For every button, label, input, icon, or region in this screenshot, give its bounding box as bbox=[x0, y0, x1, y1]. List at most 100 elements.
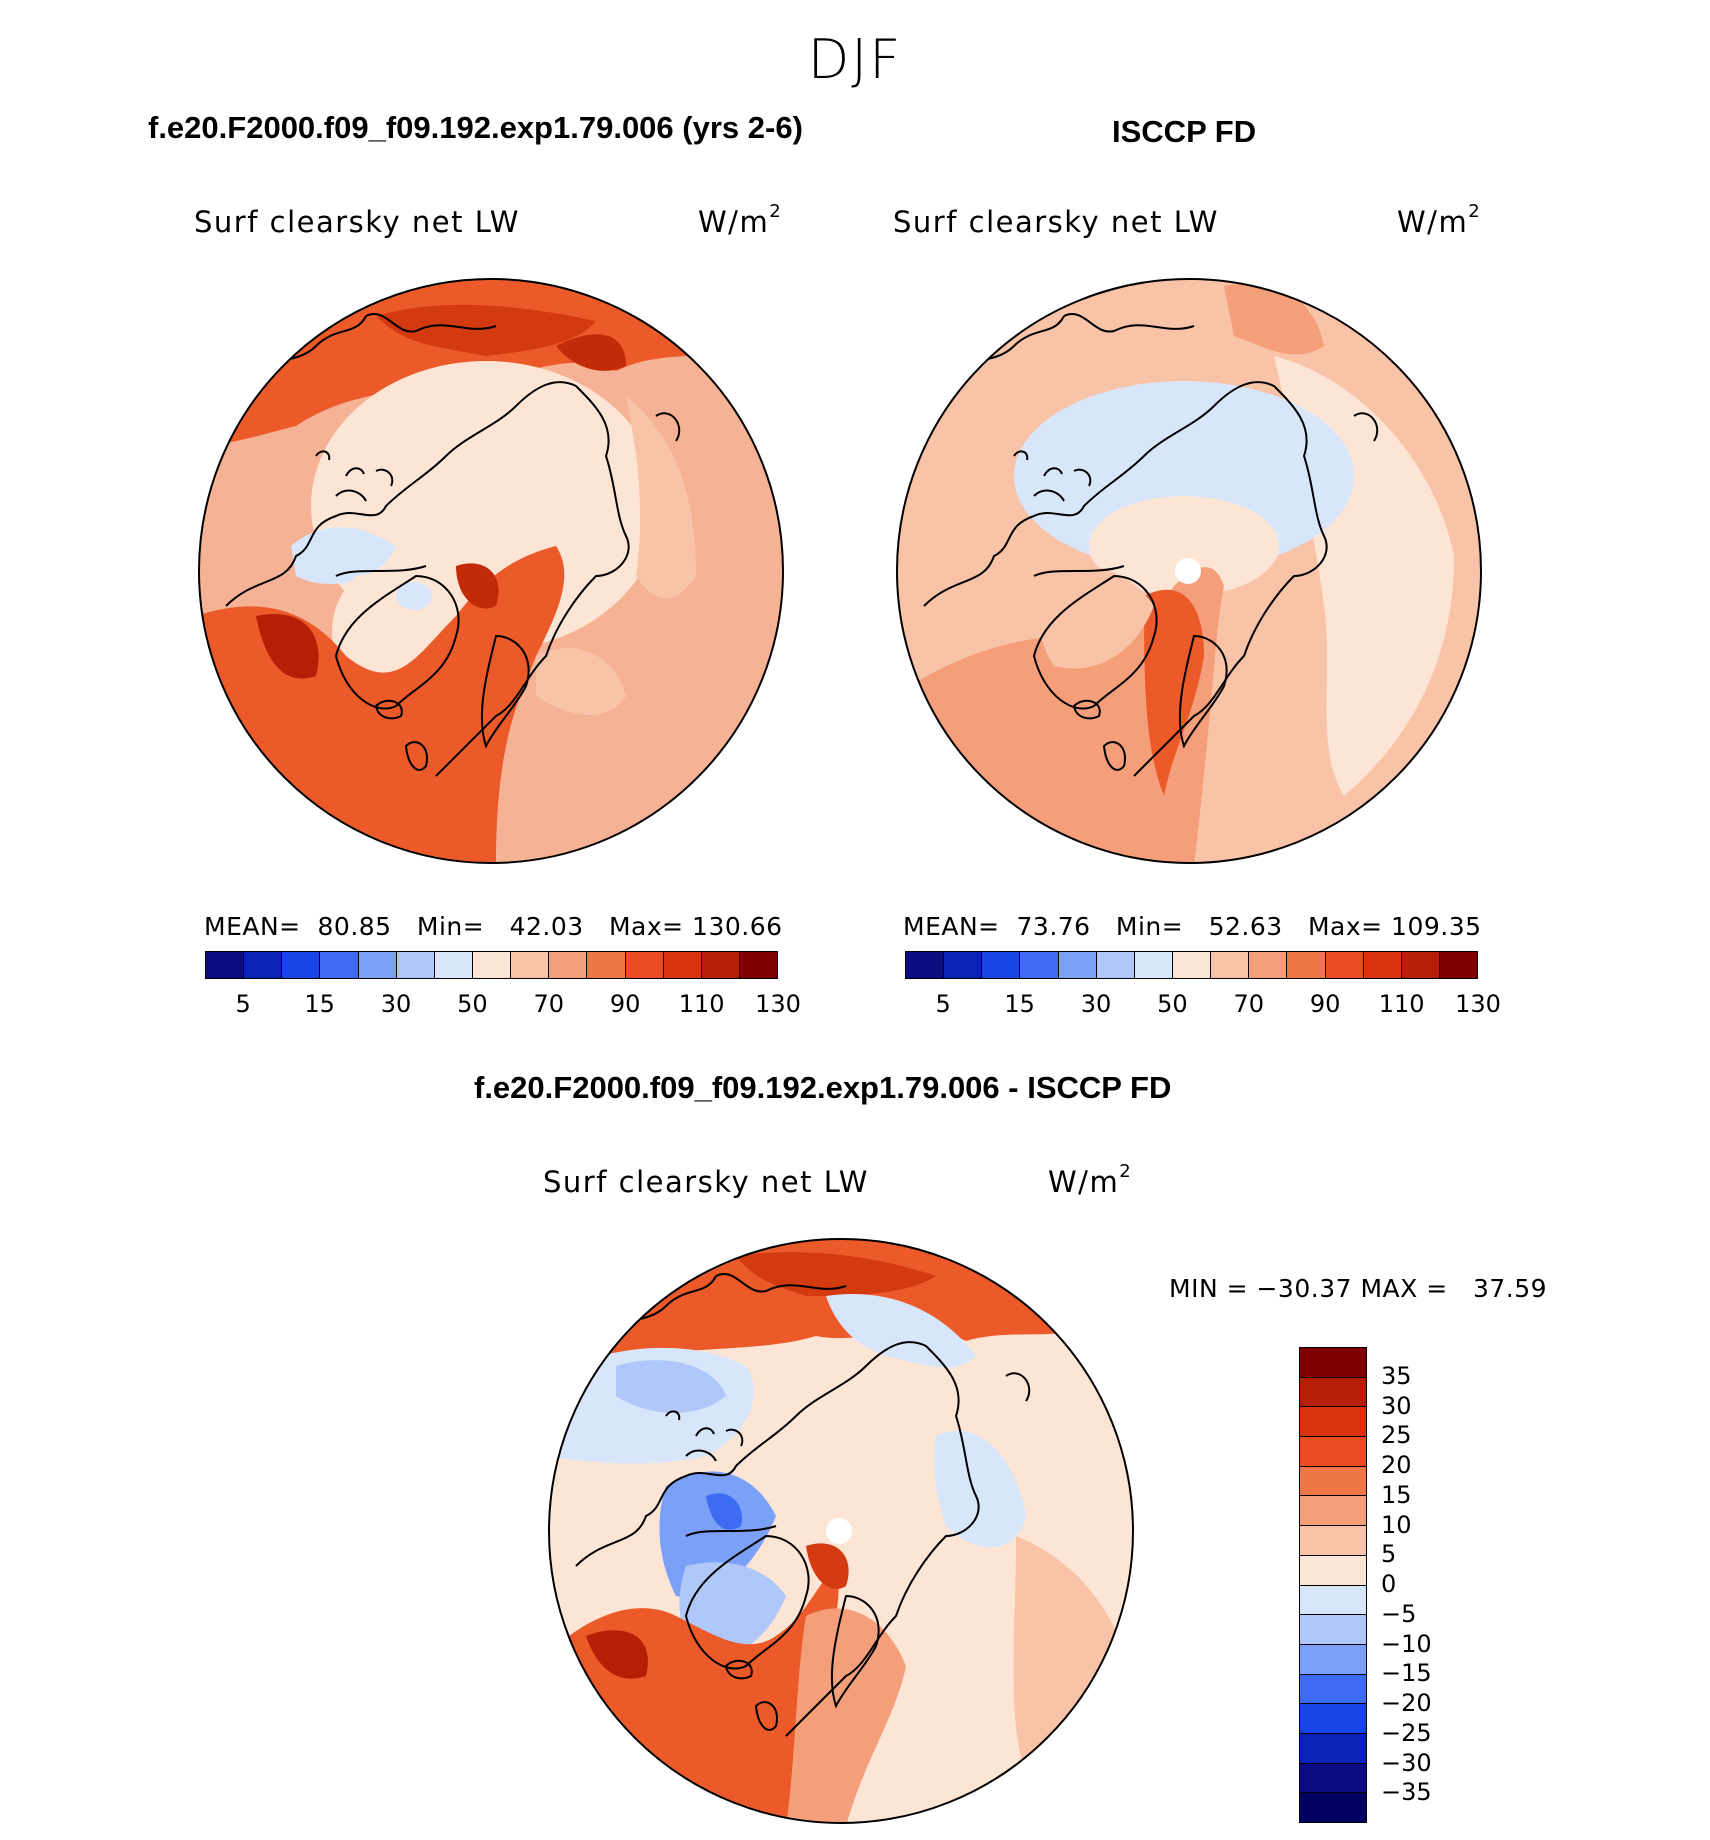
colorbar-tick-label: 0 bbox=[1381, 1570, 1397, 1598]
canada-arctic-cold bbox=[291, 527, 396, 585]
obs-variable-label: Surf clearsky net LW bbox=[893, 205, 1219, 239]
obs-colorbar bbox=[905, 951, 1478, 979]
colorbar-tick-label: −20 bbox=[1381, 1689, 1432, 1717]
diff-colorbar bbox=[1299, 1347, 1367, 1823]
nordic-warm-core bbox=[1144, 589, 1204, 796]
diff-units-label: W/m2 bbox=[1048, 1161, 1133, 1199]
model-colorbar-ticks: 5 15 30 50 70 90 110 130 bbox=[205, 990, 801, 1020]
coastline-north-america bbox=[225, 405, 517, 607]
east-cold-band bbox=[934, 1430, 1026, 1548]
colorbar-box bbox=[434, 952, 473, 978]
coastline-eurasia bbox=[1133, 381, 1328, 777]
colorbar-tick-label: 30 bbox=[1381, 1391, 1412, 1420]
colorbar-box bbox=[320, 952, 359, 978]
colorbar-box bbox=[625, 952, 664, 978]
colorbar-tick-label: −30 bbox=[1381, 1748, 1432, 1777]
colorbar-tick-label: 90 bbox=[609, 990, 641, 1018]
model-colorbar bbox=[205, 951, 778, 979]
coastline-greenland bbox=[334, 574, 460, 710]
pacific-light-band bbox=[626, 396, 696, 599]
model-polar-map bbox=[198, 278, 784, 864]
coastline-archipelago bbox=[665, 1410, 744, 1462]
coastline-greenland bbox=[1032, 574, 1158, 710]
nordic-warm bbox=[806, 1543, 849, 1590]
colorbar-box bbox=[282, 952, 321, 978]
colorbar-box bbox=[1300, 1644, 1366, 1675]
colorbar-tick-label: −5 bbox=[1381, 1599, 1417, 1628]
eurasia-mid bbox=[536, 648, 626, 715]
colorbar-box bbox=[1363, 952, 1402, 978]
colorbar-box bbox=[1300, 1704, 1366, 1734]
colorbar-box bbox=[982, 952, 1021, 978]
coastline-caspian bbox=[655, 412, 681, 442]
diff-polar-map bbox=[548, 1238, 1134, 1824]
colorbar-box bbox=[549, 952, 588, 978]
colorbar-box bbox=[244, 952, 283, 978]
colorbar-tick-label: 15 bbox=[304, 990, 335, 1018]
model-case-title: f.e20.F2000.f09_f09.192.exp1.79.006 (yrs… bbox=[148, 110, 803, 145]
canada-cold-core bbox=[616, 1360, 726, 1413]
coastline-north-america bbox=[575, 1365, 867, 1567]
colorbar-tick-label: 70 bbox=[1233, 990, 1265, 1018]
colorbar-tick-label: 5 bbox=[935, 990, 951, 1018]
coastline-kamchatka bbox=[365, 313, 497, 333]
colorbar-tick-label: 5 bbox=[1381, 1540, 1397, 1569]
colorbar-tick-label: 130 bbox=[1455, 990, 1501, 1018]
nordic-warm bbox=[456, 563, 499, 609]
colorbar-box bbox=[1300, 1674, 1366, 1705]
colorbar-box bbox=[396, 952, 435, 978]
archipelago-deep-cold bbox=[706, 1493, 742, 1530]
diff-variable-label: Surf clearsky net LW bbox=[543, 1165, 869, 1199]
model-units-label: W/m2 bbox=[698, 201, 783, 239]
pole-field bbox=[1089, 496, 1279, 596]
colorbar-tick-label: 10 bbox=[1381, 1510, 1412, 1539]
siberia-cold bbox=[826, 1294, 976, 1368]
colorbar-box bbox=[1300, 1377, 1366, 1408]
colorbar-box bbox=[1300, 1437, 1366, 1467]
coastline-north-america bbox=[923, 405, 1215, 607]
coastline-scandinavia bbox=[480, 634, 530, 749]
coastline-kamchatka bbox=[715, 1273, 847, 1293]
coastline-scandinavia bbox=[1178, 634, 1228, 749]
coastline-kamchatka bbox=[1063, 313, 1195, 333]
colorbar-box bbox=[1439, 952, 1478, 978]
colorbar-tick-label: 20 bbox=[1381, 1451, 1412, 1479]
colorbar-box bbox=[1020, 952, 1059, 978]
coastline-iceland bbox=[1072, 699, 1101, 720]
colorbar-tick-label: 130 bbox=[755, 990, 801, 1018]
model-stats: MEAN= 80.85 Min= 42.03 Max= 130.66 bbox=[204, 912, 783, 941]
model-variable-label: Surf clearsky net LW bbox=[194, 205, 520, 239]
coastline-eurasia bbox=[435, 381, 630, 777]
coastline-caspian bbox=[1353, 412, 1379, 442]
warm-core-pacific bbox=[556, 334, 626, 371]
greenland-cold-spot bbox=[396, 582, 432, 610]
coastline-iceland bbox=[374, 699, 403, 720]
map-boundary bbox=[198, 278, 784, 864]
atlantic-hot-core bbox=[586, 1630, 648, 1679]
coastline-uk bbox=[404, 741, 428, 771]
colorbar-tick-label: 110 bbox=[678, 990, 725, 1018]
colorbar-box bbox=[1300, 1555, 1366, 1586]
missing-data-pole bbox=[826, 1518, 852, 1544]
colorbar-tick-label: −15 bbox=[1381, 1659, 1432, 1688]
diff-case-title: f.e20.F2000.f09_f09.192.exp1.79.006 - IS… bbox=[474, 1070, 1172, 1105]
colorbar-tick-label: 15 bbox=[1381, 1480, 1412, 1509]
colorbar-box bbox=[1300, 1615, 1366, 1645]
coastline-scandinavia bbox=[830, 1594, 880, 1709]
colorbar-box bbox=[1287, 952, 1326, 978]
warm-core-top bbox=[376, 304, 596, 356]
coastline-greenland bbox=[684, 1534, 810, 1670]
colorbar-box bbox=[1300, 1585, 1366, 1616]
coastline-eurasia bbox=[785, 1341, 980, 1737]
colorbar-tick-label: 5 bbox=[235, 990, 251, 1018]
colorbar-box bbox=[1249, 952, 1288, 978]
coastline-uk bbox=[754, 1701, 778, 1731]
colorbar-box bbox=[906, 952, 945, 978]
map-boundary bbox=[896, 278, 1482, 864]
diff-colorbar-ticks: 35 30 25 20 15 10 5 0 −5 −10 −15 −20 −25 −30 −35 bbox=[1381, 1347, 1501, 1823]
colorbar-box bbox=[1300, 1793, 1366, 1822]
colorbar-box bbox=[511, 952, 550, 978]
season-title: DJF bbox=[807, 28, 903, 91]
colorbar-tick-label: 35 bbox=[1381, 1361, 1412, 1390]
colorbar-tick-label: 90 bbox=[1309, 990, 1341, 1018]
